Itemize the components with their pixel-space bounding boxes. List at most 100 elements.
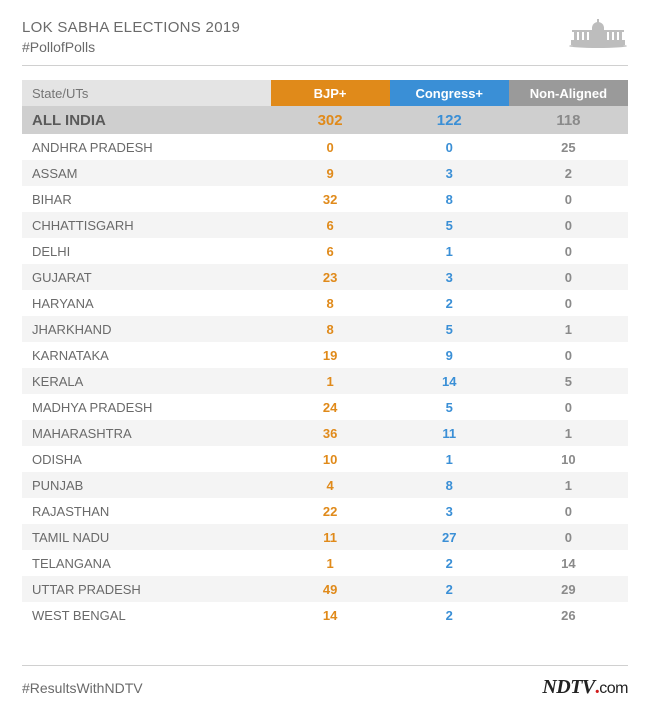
cell-nonaligned: 10 bbox=[509, 446, 628, 472]
cell-state: TELANGANA bbox=[22, 550, 271, 576]
table-row: WEST BENGAL14226 bbox=[22, 602, 628, 628]
cell-congress: 1 bbox=[390, 238, 509, 264]
cell-congress: 2 bbox=[390, 290, 509, 316]
header: LOK SABHA ELECTIONS 2019 #PollofPolls bbox=[22, 18, 628, 66]
cell-bjp: 1 bbox=[271, 550, 390, 576]
header-text: LOK SABHA ELECTIONS 2019 #PollofPolls bbox=[22, 18, 240, 57]
col-header-congress: Congress+ bbox=[390, 80, 509, 106]
cell-bjp: 10 bbox=[271, 446, 390, 472]
cell-nonaligned: 0 bbox=[509, 264, 628, 290]
cell-bjp: 14 bbox=[271, 602, 390, 628]
cell-state: UTTAR PRADESH bbox=[22, 576, 271, 602]
cell-state: ALL INDIA bbox=[22, 106, 271, 134]
col-header-bjp: BJP+ bbox=[271, 80, 390, 106]
table-row: ALL INDIA302122118 bbox=[22, 106, 628, 134]
cell-bjp: 9 bbox=[271, 160, 390, 186]
cell-state: RAJASTHAN bbox=[22, 498, 271, 524]
cell-bjp: 49 bbox=[271, 576, 390, 602]
cell-congress: 2 bbox=[390, 550, 509, 576]
cell-congress: 2 bbox=[390, 576, 509, 602]
cell-congress: 8 bbox=[390, 186, 509, 212]
cell-state: ANDHRA PRADESH bbox=[22, 134, 271, 160]
cell-bjp: 1 bbox=[271, 368, 390, 394]
parliament-icon bbox=[568, 18, 628, 48]
cell-nonaligned: 0 bbox=[509, 342, 628, 368]
table-row: GUJARAT2330 bbox=[22, 264, 628, 290]
cell-nonaligned: 5 bbox=[509, 368, 628, 394]
cell-nonaligned: 1 bbox=[509, 316, 628, 342]
cell-state: MADHYA PRADESH bbox=[22, 394, 271, 420]
cell-nonaligned: 2 bbox=[509, 160, 628, 186]
table-row: CHHATTISGARH650 bbox=[22, 212, 628, 238]
cell-congress: 3 bbox=[390, 264, 509, 290]
cell-congress: 122 bbox=[390, 106, 509, 134]
table-row: MAHARASHTRA36111 bbox=[22, 420, 628, 446]
footer: #ResultsWithNDTV NDTV.com bbox=[22, 665, 628, 699]
cell-bjp: 36 bbox=[271, 420, 390, 446]
cell-bjp: 8 bbox=[271, 316, 390, 342]
cell-congress: 1 bbox=[390, 446, 509, 472]
cell-state: KERALA bbox=[22, 368, 271, 394]
cell-bjp: 0 bbox=[271, 134, 390, 160]
table-row: TAMIL NADU11270 bbox=[22, 524, 628, 550]
cell-state: TAMIL NADU bbox=[22, 524, 271, 550]
table-row: ASSAM932 bbox=[22, 160, 628, 186]
cell-bjp: 4 bbox=[271, 472, 390, 498]
cell-bjp: 24 bbox=[271, 394, 390, 420]
table-row: DELHI610 bbox=[22, 238, 628, 264]
cell-state: WEST BENGAL bbox=[22, 602, 271, 628]
cell-nonaligned: 0 bbox=[509, 238, 628, 264]
table-row: JHARKHAND851 bbox=[22, 316, 628, 342]
cell-congress: 2 bbox=[390, 602, 509, 628]
cell-bjp: 6 bbox=[271, 212, 390, 238]
footer-hashtag: #ResultsWithNDTV bbox=[22, 680, 143, 696]
cell-bjp: 19 bbox=[271, 342, 390, 368]
col-header-state: State/UTs bbox=[22, 80, 271, 106]
cell-congress: 14 bbox=[390, 368, 509, 394]
header-hashtag: #PollofPolls bbox=[22, 38, 240, 57]
cell-bjp: 23 bbox=[271, 264, 390, 290]
cell-nonaligned: 0 bbox=[509, 290, 628, 316]
cell-nonaligned: 29 bbox=[509, 576, 628, 602]
table-row: HARYANA820 bbox=[22, 290, 628, 316]
cell-nonaligned: 1 bbox=[509, 420, 628, 446]
cell-congress: 0 bbox=[390, 134, 509, 160]
cell-nonaligned: 0 bbox=[509, 212, 628, 238]
results-table: State/UTs BJP+ Congress+ Non-Aligned ALL… bbox=[22, 80, 628, 628]
cell-congress: 8 bbox=[390, 472, 509, 498]
cell-bjp: 32 bbox=[271, 186, 390, 212]
cell-state: CHHATTISGARH bbox=[22, 212, 271, 238]
table-row: TELANGANA1214 bbox=[22, 550, 628, 576]
table-row: UTTAR PRADESH49229 bbox=[22, 576, 628, 602]
table-row: ANDHRA PRADESH0025 bbox=[22, 134, 628, 160]
table-row: RAJASTHAN2230 bbox=[22, 498, 628, 524]
cell-bjp: 22 bbox=[271, 498, 390, 524]
cell-nonaligned: 0 bbox=[509, 498, 628, 524]
table-header-row: State/UTs BJP+ Congress+ Non-Aligned bbox=[22, 80, 628, 106]
cell-state: MAHARASHTRA bbox=[22, 420, 271, 446]
cell-nonaligned: 0 bbox=[509, 186, 628, 212]
cell-state: JHARKHAND bbox=[22, 316, 271, 342]
table-row: KARNATAKA1990 bbox=[22, 342, 628, 368]
table-row: MADHYA PRADESH2450 bbox=[22, 394, 628, 420]
cell-state: GUJARAT bbox=[22, 264, 271, 290]
table-row: ODISHA10110 bbox=[22, 446, 628, 472]
cell-congress: 27 bbox=[390, 524, 509, 550]
cell-state: ASSAM bbox=[22, 160, 271, 186]
cell-congress: 3 bbox=[390, 160, 509, 186]
cell-congress: 3 bbox=[390, 498, 509, 524]
cell-nonaligned: 26 bbox=[509, 602, 628, 628]
cell-state: BIHAR bbox=[22, 186, 271, 212]
table-row: BIHAR3280 bbox=[22, 186, 628, 212]
results-table-wrap: State/UTs BJP+ Congress+ Non-Aligned ALL… bbox=[22, 80, 628, 665]
cell-congress: 5 bbox=[390, 394, 509, 420]
logo-com: com bbox=[599, 680, 628, 697]
table-body: ALL INDIA302122118ANDHRA PRADESH0025ASSA… bbox=[22, 106, 628, 628]
cell-bjp: 11 bbox=[271, 524, 390, 550]
ndtv-logo: NDTV.com bbox=[542, 676, 628, 699]
cell-state: PUNJAB bbox=[22, 472, 271, 498]
logo-ndtv: NDTV bbox=[542, 676, 594, 698]
cell-nonaligned: 1 bbox=[509, 472, 628, 498]
table-row: KERALA1145 bbox=[22, 368, 628, 394]
cell-bjp: 8 bbox=[271, 290, 390, 316]
